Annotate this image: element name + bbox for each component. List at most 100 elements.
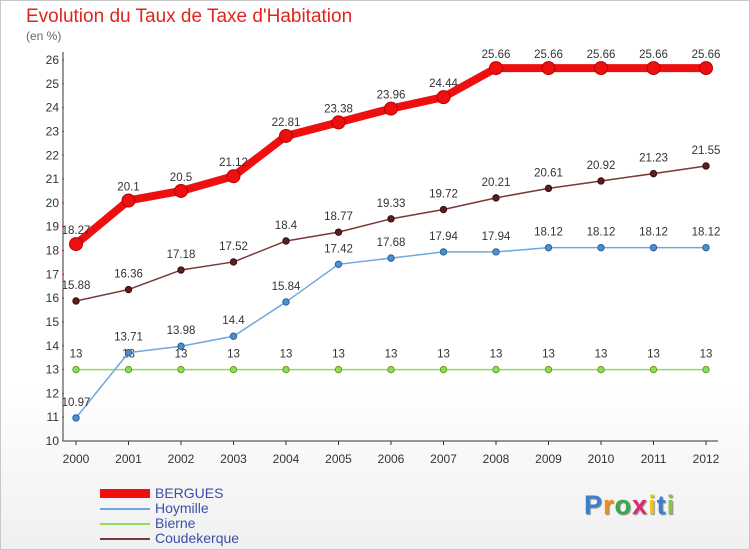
y-tick-label: 17	[46, 267, 60, 281]
x-tick-label: 2000	[63, 452, 90, 466]
data-label: 13	[595, 349, 608, 361]
data-label: 20.92	[587, 160, 616, 172]
data-label: 18.77	[324, 211, 353, 223]
data-label: 13	[70, 349, 83, 361]
x-tick-label: 2011	[641, 452, 667, 466]
data-point	[436, 90, 451, 105]
legend-label: BERGUES	[155, 485, 224, 501]
data-point	[334, 365, 343, 374]
data-point	[597, 365, 605, 374]
data-label: 18.12	[639, 227, 668, 239]
data-label: 18.12	[587, 227, 616, 239]
data-point	[649, 243, 658, 252]
data-label: 19.72	[429, 189, 458, 201]
y-tick-label: 16	[46, 291, 60, 305]
line-chart: 10 11 12 13 14 15 16 17 18 19 20 21 22 23 24 25 26 2000 20…	[46, 49, 721, 466]
data-label: 17.68	[377, 237, 406, 249]
data-point	[229, 258, 238, 266]
y-tick-label: 12	[46, 386, 60, 400]
data-point	[594, 61, 608, 76]
data-label: 20.5	[170, 172, 192, 184]
legend-swatch-coudekerque	[100, 538, 150, 540]
data-label: 18.12	[534, 227, 563, 239]
data-label: 17.18	[167, 249, 196, 261]
data-point	[282, 365, 290, 374]
unit-label: (en %)	[26, 29, 62, 43]
data-point	[229, 365, 238, 374]
data-label: 18.12	[692, 227, 721, 239]
data-label: 25.66	[587, 49, 616, 61]
data-label: 20.1	[117, 181, 139, 193]
data-point	[124, 285, 133, 294]
data-point	[69, 237, 83, 252]
y-tick-label: 22	[46, 148, 60, 162]
data-point	[72, 414, 80, 422]
data-label: 14.4	[222, 315, 245, 327]
data-point	[699, 61, 713, 76]
data-point	[177, 365, 185, 374]
data-point	[282, 298, 290, 306]
x-tick-label: 2007	[430, 452, 457, 466]
data-label: 23.38	[324, 103, 353, 115]
data-label: 13	[227, 349, 240, 361]
data-point	[387, 365, 395, 374]
data-label: 13	[700, 349, 713, 361]
data-label: 17.52	[219, 241, 248, 253]
data-label: 21.23	[639, 153, 668, 165]
data-label: 15.84	[272, 281, 301, 293]
data-label: 13	[385, 349, 398, 361]
proxiti-logo: Proxiti	[584, 490, 675, 521]
data-label: 15.88	[62, 280, 91, 292]
y-tick-label: 23	[46, 124, 60, 138]
data-point	[229, 332, 238, 340]
data-point	[384, 101, 398, 116]
y-tick-label: 18	[46, 244, 60, 258]
data-label: 25.66	[534, 49, 563, 61]
legend-label: Hoymille	[155, 500, 209, 516]
x-tick-label: 2005	[325, 452, 352, 466]
data-point	[649, 169, 658, 178]
data-label: 22.81	[272, 117, 301, 129]
data-label: 13	[280, 349, 293, 361]
x-tick-label: 2008	[483, 452, 510, 466]
data-point	[597, 177, 605, 185]
data-label: 17.42	[324, 243, 353, 255]
data-label: 25.66	[692, 49, 721, 61]
data-point	[279, 128, 293, 143]
y-tick-label: 10	[46, 434, 60, 448]
data-point	[544, 184, 553, 193]
logo-letter: o	[614, 490, 633, 520]
data-label: 19.33	[377, 198, 406, 210]
data-point	[72, 297, 80, 305]
data-point	[282, 237, 290, 245]
y-tick-label: 24	[46, 101, 60, 115]
legend-swatch-bierne	[100, 523, 150, 525]
data-point	[541, 61, 556, 76]
data-label: 13	[332, 349, 345, 361]
data-point	[597, 243, 605, 252]
x-tick-label: 2004	[273, 452, 300, 466]
data-point	[544, 365, 553, 374]
data-point	[387, 215, 395, 223]
logo-letter: x	[632, 490, 649, 520]
data-point	[646, 61, 661, 76]
y-tick-label: 13	[46, 363, 60, 377]
data-point	[439, 205, 448, 214]
y-tick-label: 25	[46, 77, 60, 91]
x-tick-label: 2006	[378, 452, 405, 466]
x-tick-label: 2012	[693, 452, 720, 466]
data-point	[331, 115, 346, 130]
x-tick-label: 2009	[535, 452, 562, 466]
data-label: 13	[175, 349, 188, 361]
data-point	[492, 248, 500, 256]
data-point	[439, 365, 448, 374]
data-point	[492, 365, 500, 374]
data-label: 25.66	[639, 49, 668, 61]
data-label: 20.21	[482, 177, 511, 189]
data-point	[72, 365, 80, 374]
data-label: 10.97	[62, 397, 91, 409]
data-label: 13	[437, 349, 450, 361]
x-tick-label: 2001	[115, 452, 142, 466]
data-label: 13	[490, 349, 503, 361]
